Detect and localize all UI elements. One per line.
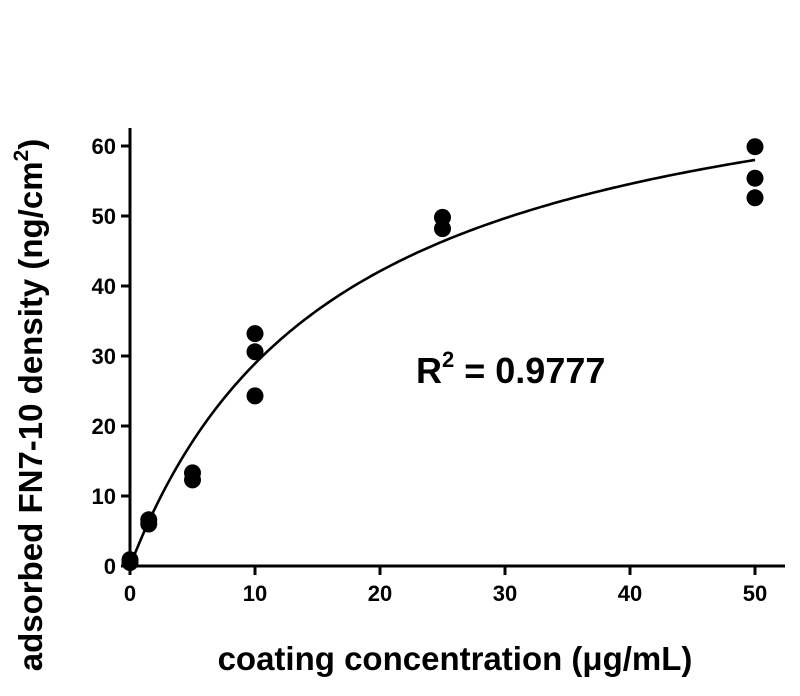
- x-axis-title: coating concentration (μg/mL): [218, 640, 693, 677]
- annotation-suffix: = 0.9777: [454, 350, 605, 391]
- data-point: [184, 464, 201, 482]
- y-tick-label: 0: [104, 554, 116, 579]
- data-point: [140, 511, 158, 529]
- y-tick-label: 20: [92, 414, 116, 439]
- data-point: [246, 343, 264, 361]
- x-ticks: 0 10 20 30 40 50: [124, 566, 767, 606]
- y-ticks: 0 10 20 30 40 50 60: [92, 134, 130, 579]
- data-point: [246, 387, 264, 405]
- r-squared-annotation: R2 = 0.9777: [416, 347, 605, 391]
- annotation-superscript: 2: [442, 347, 454, 372]
- y-axis-title-close: ): [12, 139, 49, 150]
- x-tick-label: 50: [743, 581, 767, 606]
- y-tick-label: 60: [92, 134, 116, 159]
- y-tick-label: 10: [92, 484, 116, 509]
- data-point: [746, 169, 764, 187]
- x-tick-label: 20: [368, 581, 392, 606]
- x-tick-label: 10: [243, 581, 267, 606]
- data-point: [246, 325, 264, 343]
- data-point: [746, 138, 764, 156]
- data-point: [746, 189, 764, 207]
- data-point: [434, 208, 451, 226]
- y-tick-label: 40: [92, 274, 116, 299]
- y-axis-title-main: adsorbed FN7-10 density (ng/cm: [12, 161, 49, 671]
- data-points: [121, 138, 764, 571]
- y-tick-label: 30: [92, 344, 116, 369]
- y-axis-title: adsorbed FN7-10 density (ng/cm2): [10, 139, 49, 671]
- annotation-prefix: R: [416, 350, 442, 391]
- data-point: [121, 551, 139, 569]
- x-tick-label: 0: [124, 581, 136, 606]
- axes: [128, 128, 785, 568]
- fit-curve: [128, 158, 756, 567]
- x-tick-label: 40: [618, 581, 642, 606]
- y-tick-label: 50: [92, 204, 116, 229]
- x-tick-label: 30: [493, 581, 517, 606]
- y-axis-title-superscript: 2: [10, 150, 33, 162]
